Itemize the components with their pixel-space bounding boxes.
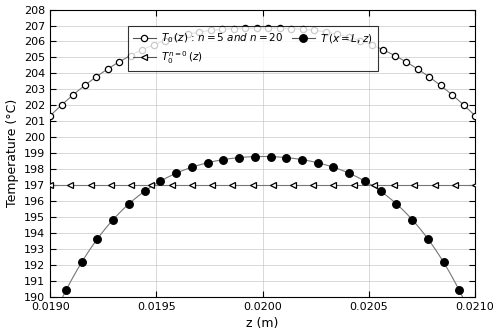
Legend: $T_0\,(z)$ : $n = 5$ $\it{and}$ $n = 20$, $T^{n=0}_{0}\,(z)$, $T\,(x = L, z)$: $T_0\,(z)$ : $n = 5$ $\it{and}$ $n = 20$…	[128, 26, 378, 71]
X-axis label: z (m): z (m)	[246, 318, 279, 330]
Y-axis label: Temperature (°C): Temperature (°C)	[6, 99, 18, 207]
